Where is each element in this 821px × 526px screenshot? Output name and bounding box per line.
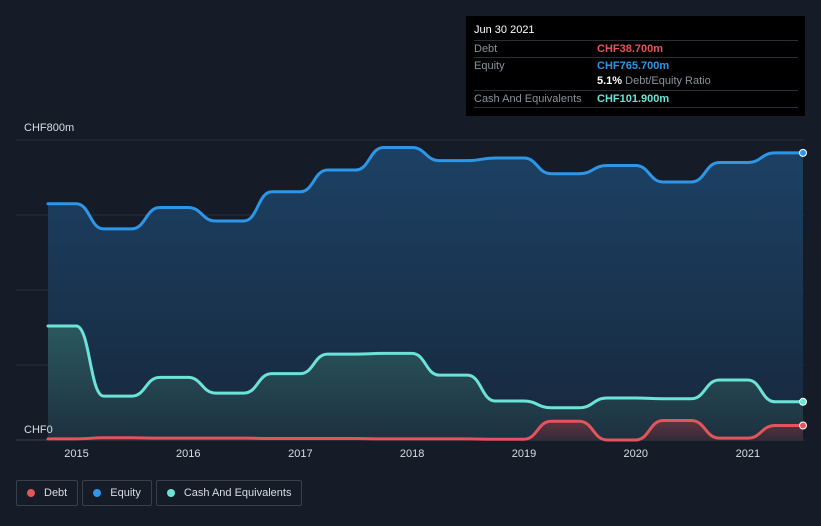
equity-line (46, 146, 805, 231)
tooltip-cash-label: Cash And Equivalents (474, 93, 582, 105)
tooltip-ratio: 5.1% Debt/Equity Ratio (597, 75, 711, 87)
axis-labels: CHF0 CHF800m 2015 2016 2017 2018 2019 2020 2021 (24, 122, 760, 460)
tooltip-row-equity: Equity CHF765.700m (466, 58, 805, 75)
tooltip-debt-value: CHF38.700m (597, 43, 664, 55)
x-tick-label: 2019 (512, 448, 536, 460)
legend-dot-equity (93, 489, 102, 497)
tooltip-date: Jun 30 2021 (474, 24, 535, 36)
tooltip-debt-label: Debt (474, 43, 498, 55)
tooltip-separator (474, 107, 798, 108)
legend-item-debt[interactable]: Debt (16, 480, 79, 506)
tooltip: Jun 30 2021 Debt CHF38.700m Equity CHF76… (466, 16, 805, 116)
legend-label-cash: Cash And Equivalents (183, 487, 292, 499)
tooltip-row-debt: Debt CHF38.700m (466, 41, 805, 58)
tooltip-equity-value: CHF765.700m (597, 60, 670, 72)
legend-label-debt: Debt (44, 487, 68, 499)
x-tick-label: 2017 (288, 448, 312, 460)
tooltip-ratio-label: Debt/Equity Ratio (625, 75, 711, 87)
series-lines (46, 146, 805, 442)
legend-item-equity[interactable]: Equity (82, 480, 152, 506)
series-end-markers (799, 148, 807, 430)
legend-item-cash[interactable]: Cash And Equivalents (155, 480, 303, 506)
y-tick-label: CHF0 (24, 424, 53, 436)
equity-end-point[interactable] (799, 148, 807, 157)
equity-area (48, 147, 803, 440)
legend: Debt Equity Cash And Equivalents (16, 480, 306, 506)
cash-end-point[interactable] (799, 397, 807, 406)
tooltip-row-ratio: 5.1% Debt/Equity Ratio (466, 74, 805, 91)
tooltip-cash-value: CHF101.900m (597, 93, 670, 105)
cash-line (46, 324, 805, 410)
debt-line (46, 418, 805, 442)
x-tick-label: 2015 (64, 448, 88, 460)
legend-label-equity: Equity (110, 487, 141, 499)
tooltip-separator (474, 90, 798, 91)
y-tick-label: CHF800m (24, 122, 74, 134)
x-tick-label: 2021 (736, 448, 760, 460)
x-tick-label: 2018 (400, 448, 424, 460)
series-areas (48, 147, 803, 440)
tooltip-ratio-value: 5.1% (597, 75, 623, 87)
cash-area (48, 326, 803, 440)
legend-dot-debt (27, 489, 35, 497)
tooltip-separator (474, 40, 798, 41)
tooltip-row-cash: Cash And Equivalents CHF101.900m (466, 91, 805, 108)
x-tick-label: 2016 (176, 448, 200, 460)
debt-end-point[interactable] (799, 421, 807, 430)
tooltip-equity-label: Equity (474, 60, 505, 72)
x-tick-label: 2020 (624, 448, 648, 460)
tooltip-separator (474, 57, 798, 58)
legend-dot-cash (166, 489, 175, 497)
